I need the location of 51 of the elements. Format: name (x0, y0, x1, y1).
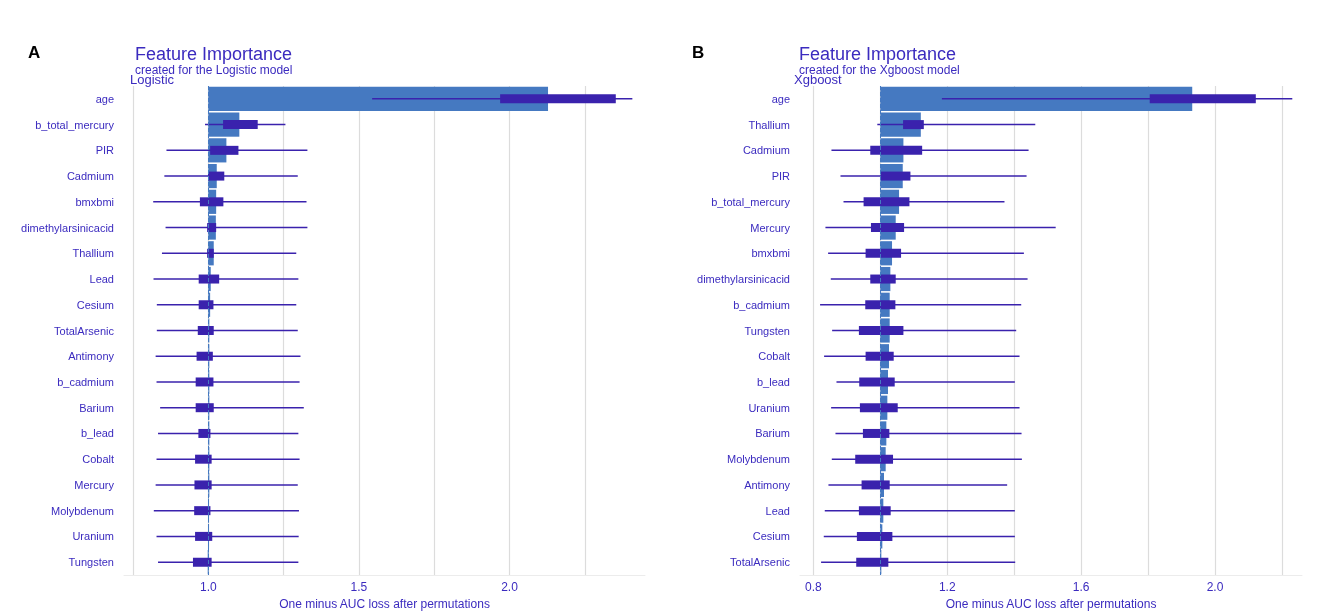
y-tick-label: Antimony (68, 350, 115, 363)
y-tick-label: bmxbmi (75, 195, 114, 208)
y-tick-label: dimethylarsinicacid (21, 221, 114, 234)
y-tick-label: Cadmium (66, 170, 114, 183)
y-tick-label: b_cadmium (733, 298, 790, 311)
y-tick-label: Tungsten (68, 556, 114, 569)
y-tick-label: Molybdenum (51, 504, 114, 517)
y-tick-label: age (771, 92, 790, 105)
y-tick-label: PIR (95, 144, 115, 157)
y-tick-label: b_total_mercury (35, 118, 115, 131)
x-tick-label: 2.0 (1206, 580, 1224, 594)
y-tick-label: Cadmium (742, 144, 790, 157)
y-tick-label: Lead (765, 504, 790, 517)
y-tick-label: Cesium (76, 298, 114, 311)
y-tick-label: b_lead (756, 375, 790, 388)
y-tick-label: Cesium (752, 530, 790, 543)
y-tick-label: Molybdenum (727, 453, 790, 466)
y-tick-label: TotalArsenic (54, 324, 115, 337)
text: A (28, 43, 41, 62)
y-tick-label: Lead (89, 273, 114, 286)
x-axis-title: One minus AUC loss after permutations (945, 596, 1157, 611)
y-tick-label: Mercury (74, 478, 115, 491)
y-tick-label: b_lead (80, 427, 114, 440)
y-tick-label: Tungsten (744, 324, 790, 337)
x-tick-label: 1.0 (199, 580, 217, 594)
y-tick-label: Antimony (744, 478, 791, 491)
y-tick-label: Cobalt (82, 453, 114, 466)
y-tick-label: b_cadmium (57, 375, 114, 388)
y-tick-label: Barium (755, 427, 790, 440)
y-tick-label: Mercury (750, 221, 791, 234)
x-tick-label: 1.5 (350, 580, 368, 594)
chart-title: Feature Importance (135, 44, 293, 64)
y-tick-label: Cobalt (758, 350, 790, 363)
x-tick-label: 1.2 (938, 580, 956, 594)
y-tick-label: Uranium (748, 401, 790, 414)
y-tick-label: Barium (79, 401, 114, 414)
x-tick-label: 2.0 (501, 580, 519, 594)
y-tick-label: age (95, 92, 114, 105)
text: B (692, 43, 705, 62)
y-tick-label: b_total_mercury (711, 195, 791, 208)
y-tick-label: Thallium (72, 247, 114, 260)
y-tick-label: bmxbmi (751, 247, 790, 260)
y-tick-label: dimethylarsinicacid (697, 273, 790, 286)
x-tick-label: 0.8 (805, 580, 823, 594)
y-tick-label: Thallium (748, 118, 790, 131)
chart-title: Feature Importance (799, 44, 957, 64)
y-tick-label: TotalArsenic (730, 556, 791, 569)
x-tick-label: 1.6 (1072, 580, 1090, 594)
x-axis-title: One minus AUC loss after permutations (279, 596, 490, 611)
y-tick-label: Uranium (72, 530, 114, 543)
y-tick-label: PIR (771, 170, 791, 183)
